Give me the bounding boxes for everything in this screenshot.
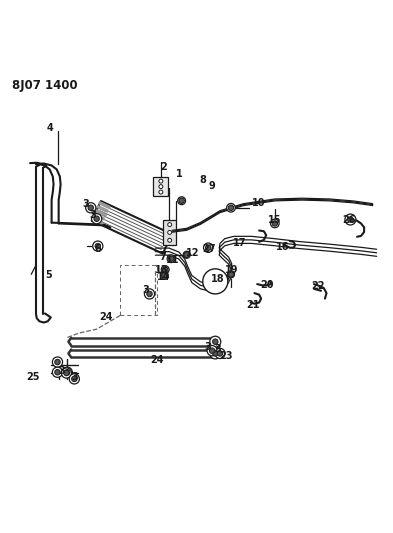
Circle shape (93, 241, 103, 251)
Circle shape (228, 205, 234, 211)
Circle shape (179, 198, 184, 204)
Text: 8: 8 (199, 175, 206, 185)
Circle shape (94, 216, 99, 222)
Text: 25: 25 (26, 372, 40, 382)
Circle shape (345, 214, 356, 225)
Text: 26: 26 (342, 214, 356, 224)
Text: 3: 3 (215, 344, 221, 354)
Text: 8J07 1400: 8J07 1400 (13, 78, 78, 92)
Text: 3: 3 (83, 199, 90, 209)
Text: 16: 16 (276, 242, 289, 252)
Circle shape (348, 217, 353, 222)
Circle shape (69, 374, 79, 384)
Text: 22: 22 (311, 281, 325, 291)
Text: 3: 3 (58, 367, 65, 376)
Text: 24: 24 (151, 356, 164, 366)
Circle shape (168, 256, 174, 261)
Text: 9: 9 (209, 181, 215, 191)
Circle shape (178, 197, 185, 205)
Circle shape (227, 204, 235, 212)
Circle shape (52, 357, 62, 367)
Bar (120, 264, 157, 316)
Circle shape (215, 349, 225, 359)
Circle shape (86, 203, 96, 213)
Text: 27: 27 (202, 244, 216, 254)
Circle shape (228, 272, 234, 277)
Text: 20: 20 (260, 280, 274, 290)
Bar (163, 220, 176, 245)
Text: 7: 7 (160, 252, 167, 262)
Text: 10: 10 (252, 198, 266, 208)
Circle shape (204, 243, 213, 253)
Circle shape (162, 273, 167, 278)
Text: 13: 13 (154, 265, 168, 276)
Circle shape (203, 269, 228, 294)
Circle shape (217, 351, 223, 356)
Circle shape (162, 267, 168, 272)
Circle shape (167, 255, 175, 263)
Text: 15: 15 (268, 215, 281, 225)
Circle shape (144, 289, 154, 299)
Circle shape (206, 245, 211, 251)
Circle shape (64, 370, 69, 376)
Text: 11: 11 (166, 255, 180, 265)
Text: 24: 24 (99, 312, 112, 322)
Circle shape (210, 336, 221, 347)
Circle shape (168, 238, 172, 242)
Circle shape (55, 369, 60, 375)
Circle shape (168, 223, 172, 227)
Text: 12: 12 (186, 248, 199, 258)
Text: 4: 4 (46, 123, 53, 133)
Circle shape (147, 291, 152, 297)
Circle shape (270, 219, 279, 228)
Circle shape (88, 205, 94, 211)
Circle shape (72, 376, 77, 382)
Circle shape (61, 368, 72, 378)
Circle shape (213, 339, 218, 344)
Circle shape (161, 266, 169, 273)
Circle shape (55, 359, 60, 365)
Text: 5: 5 (45, 270, 52, 280)
Circle shape (272, 221, 277, 226)
Circle shape (52, 367, 62, 377)
Text: 23: 23 (219, 351, 233, 361)
Circle shape (160, 272, 168, 279)
Circle shape (95, 244, 101, 249)
Circle shape (209, 348, 215, 353)
Text: 3: 3 (72, 372, 79, 382)
Circle shape (92, 214, 102, 224)
Text: 1: 1 (176, 169, 182, 180)
Circle shape (210, 348, 221, 359)
Text: 14: 14 (156, 272, 170, 282)
Text: 3: 3 (205, 342, 211, 352)
Circle shape (184, 252, 189, 257)
Circle shape (228, 271, 235, 278)
Circle shape (159, 179, 163, 183)
Text: 17: 17 (233, 238, 246, 248)
Text: 18: 18 (211, 274, 225, 284)
Circle shape (183, 251, 190, 259)
Circle shape (168, 230, 172, 235)
Text: 6: 6 (94, 244, 101, 254)
Bar (153, 177, 168, 196)
Text: 3: 3 (142, 285, 149, 295)
Circle shape (207, 345, 217, 356)
Text: 2: 2 (160, 161, 167, 172)
Circle shape (64, 369, 70, 375)
Circle shape (159, 190, 163, 194)
Text: 19: 19 (225, 265, 239, 276)
Text: 21: 21 (246, 300, 260, 310)
Text: 3: 3 (89, 210, 96, 220)
Circle shape (213, 351, 218, 356)
Circle shape (159, 184, 163, 189)
Circle shape (62, 367, 72, 377)
